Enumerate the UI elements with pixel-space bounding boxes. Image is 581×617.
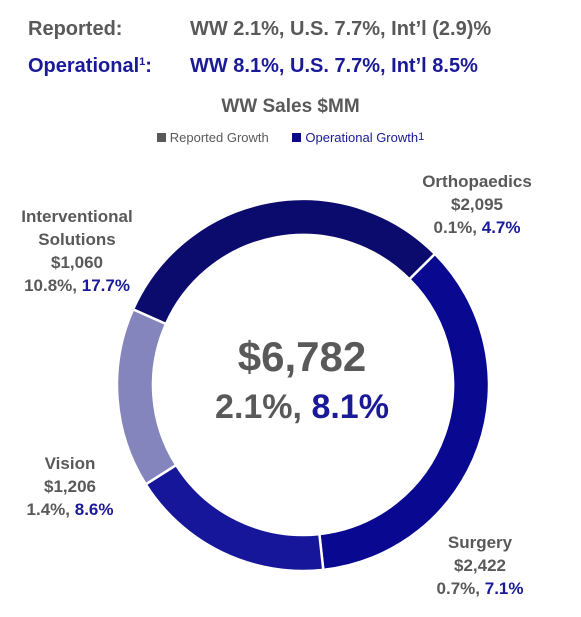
slice-name: Orthopaedics	[422, 172, 532, 191]
slice-value: $2,422	[454, 556, 506, 575]
slice-label-orthopaedics: Orthopaedics $2,095 0.1%, 4.7%	[392, 170, 562, 239]
reported-value: WW 2.1%, U.S. 7.7%, Int’l (2.9)%	[190, 18, 492, 40]
chart-title: WW Sales $MM	[221, 96, 360, 117]
slice-operational: 8.6%	[74, 500, 114, 519]
donut-slice-orthopaedics	[131, 197, 437, 326]
slice-operational: 17.7%	[81, 276, 130, 295]
legend-swatch-operational	[292, 133, 302, 142]
legend-footnote-marker: 1	[418, 131, 425, 143]
slice-name: Interventional Solutions	[21, 207, 133, 249]
slice-growth: 0.7%, 7.1%	[410, 577, 550, 600]
operational-label: Operational1:	[28, 55, 152, 78]
center-operational: 8.1%	[311, 388, 389, 426]
slice-reported: 1.4%,	[26, 500, 70, 519]
reported-label: Reported:	[28, 18, 123, 40]
slice-reported: 0.7%,	[436, 579, 480, 598]
donut-slice-vision	[143, 463, 325, 573]
slice-growth: 10.8%, 17.7%	[0, 274, 154, 297]
slice-label-vision: Vision $1,206 1.4%, 8.6%	[5, 452, 135, 521]
legend-item-reported: Reported Growth	[156, 130, 269, 145]
operational-value: WW 8.1%, U.S. 7.7%, Int’l 8.5%	[190, 55, 478, 77]
slice-name: Vision	[44, 454, 96, 473]
slice-growth: 1.4%, 8.6%	[5, 498, 135, 521]
slice-value: $1,206	[44, 477, 96, 496]
slice-value: $2,095	[451, 195, 503, 214]
center-reported: 2.1%,	[215, 388, 302, 426]
slice-operational: 4.7%	[481, 218, 521, 237]
center-total: $6,782	[237, 333, 367, 380]
legend-item-operational: Operational Growth1	[292, 130, 424, 145]
legend-label-reported: Reported Growth	[169, 130, 269, 145]
slice-reported: 0.1%,	[433, 218, 477, 237]
operational-colon: :	[145, 55, 152, 77]
footnote-marker: 1	[139, 56, 146, 68]
operational-label-text: Operational	[28, 55, 140, 77]
slice-growth: 0.1%, 4.7%	[392, 216, 562, 239]
chart-legend: Reported Growth Operational Growth1	[0, 130, 581, 145]
slice-label-surgery: Surgery $2,422 0.7%, 7.1%	[410, 531, 550, 600]
donut-slice-interventional-solutions	[115, 307, 178, 486]
slice-value: $1,060	[51, 253, 103, 272]
legend-label-operational: Operational Growth	[305, 130, 419, 145]
center-growth: 2.1%, 8.1%	[152, 388, 452, 427]
legend-swatch-reported	[156, 133, 166, 142]
slice-name: Surgery	[447, 533, 513, 552]
slice-reported: 10.8%,	[24, 276, 77, 295]
slice-operational: 7.1%	[484, 579, 524, 598]
slice-label-interventional-solutions: Interventional Solutions $1,060 10.8%, 1…	[0, 205, 154, 297]
